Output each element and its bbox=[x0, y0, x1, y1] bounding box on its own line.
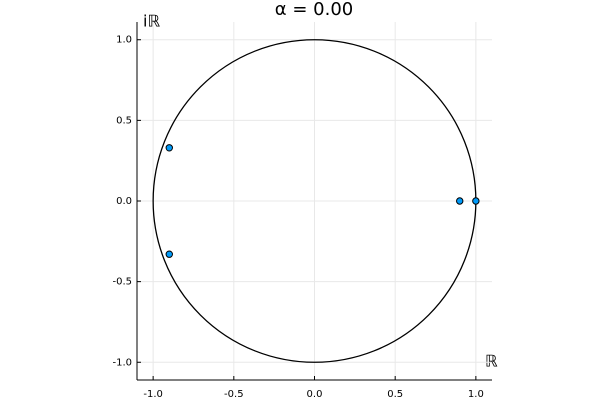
point bbox=[165, 250, 173, 258]
x-tick-label: 1.0 bbox=[468, 389, 484, 400]
y-axis-label: iℝ bbox=[143, 12, 160, 31]
y-tick-label: 0.5 bbox=[116, 115, 132, 126]
chart-title: α = 0.00 bbox=[275, 0, 353, 20]
y-tick-label: -0.5 bbox=[112, 277, 132, 288]
x-axis-label: ℝ bbox=[485, 352, 498, 371]
point bbox=[165, 144, 173, 152]
x-tick-label: -0.5 bbox=[224, 389, 244, 400]
x-tick-label: -1.0 bbox=[143, 389, 163, 400]
y-tick-label: -1.0 bbox=[112, 357, 132, 368]
point bbox=[456, 197, 464, 205]
point bbox=[472, 197, 480, 205]
x-tick-label: 0.5 bbox=[387, 389, 403, 400]
x-tick-label: 0.0 bbox=[307, 389, 323, 400]
y-tick-label: 1.0 bbox=[116, 35, 132, 46]
y-tick-label: 0.0 bbox=[116, 196, 132, 207]
